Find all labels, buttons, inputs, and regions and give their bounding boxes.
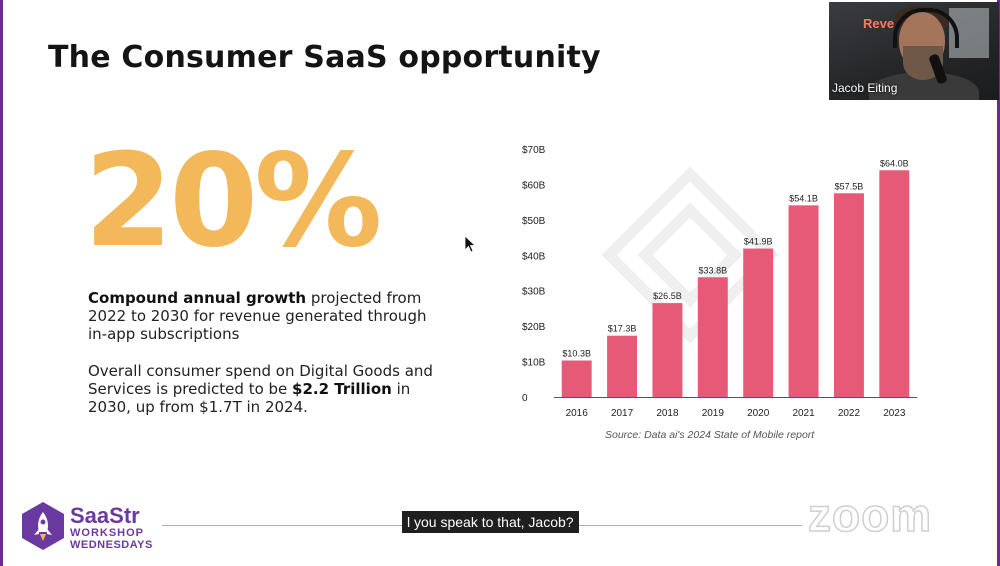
y-tick-label: $30B xyxy=(522,287,546,298)
spend-description-bold: $2.2 Trillion xyxy=(292,380,392,398)
saastr-logo-icon xyxy=(22,502,64,550)
bar-2018 xyxy=(652,303,683,397)
y-tick-label: $70B xyxy=(522,145,546,156)
spend-description: Overall consumer spend on Digital Goods … xyxy=(88,362,438,416)
slide-title: The Consumer SaaS opportunity xyxy=(48,40,601,75)
x-tick-label: 2020 xyxy=(747,408,770,419)
bar-data-label: $26.5B xyxy=(653,291,682,301)
bar-data-label: $41.9B xyxy=(744,237,773,247)
bar-2019 xyxy=(697,277,728,397)
live-caption: l you speak to that, Jacob? xyxy=(402,511,579,533)
bar-2020 xyxy=(743,248,774,397)
growth-description-rest: projected from 2022 to 2030 for revenue … xyxy=(88,289,427,343)
spend-description-start: Overall consumer spend on Digital Goods … xyxy=(88,362,433,398)
x-tick-label: 2023 xyxy=(883,408,906,419)
brand-name: SaaStr xyxy=(70,503,140,528)
brand-wordmark: SaaStr WORKSHOP WEDNESDAYS xyxy=(70,505,153,551)
y-tick-label: $10B xyxy=(522,358,546,369)
growth-description-bold: Compound annual growth xyxy=(88,289,307,307)
bar-data-label: $10.3B xyxy=(562,349,591,359)
neon-sign: Reve xyxy=(863,16,895,31)
bar-2016 xyxy=(561,360,592,397)
bar-2021 xyxy=(788,205,819,397)
big-stat-percentage: 20% xyxy=(84,127,382,276)
y-tick-label: $20B xyxy=(522,322,546,333)
headset-icon xyxy=(893,8,959,48)
brand-line-workshop: WORKSHOP xyxy=(70,527,144,539)
bar-data-label: $57.5B xyxy=(835,181,864,191)
y-tick-label: $60B xyxy=(522,180,546,191)
bar-data-label: $33.8B xyxy=(699,265,728,275)
mouse-cursor-icon xyxy=(464,235,476,253)
zoom-watermark: zoom xyxy=(807,488,933,542)
y-tick-label: $40B xyxy=(522,251,546,262)
x-tick-label: 2022 xyxy=(838,408,861,419)
bar-2022 xyxy=(833,193,864,397)
x-tick-label: 2018 xyxy=(656,408,679,419)
brand-line-wednesdays: WEDNESDAYS xyxy=(70,539,153,551)
meeting-frame-right xyxy=(997,0,1000,566)
y-tick-label: $50B xyxy=(522,216,546,227)
growth-description: Compound annual growth projected from 20… xyxy=(88,289,438,343)
x-tick-label: 2017 xyxy=(611,408,634,419)
spend-description-end: in 2030, up from $1.7T in 2024. xyxy=(88,380,411,416)
x-tick-label: 2019 xyxy=(702,408,725,419)
participant-name: Jacob Eiting xyxy=(832,81,898,95)
chart-source: Source: Data ai's 2024 State of Mobile r… xyxy=(605,429,815,441)
revenue-bar-chart: 0 $10B $20B $30B $40B $50B $60B $70B $10.3B 2016 $… xyxy=(522,145,917,419)
bar-2017 xyxy=(607,335,638,397)
x-tick-label: 2016 xyxy=(566,408,589,419)
meeting-frame-left xyxy=(0,0,3,566)
x-tick-label: 2021 xyxy=(792,408,815,419)
bar-2023 xyxy=(879,170,910,397)
slide-watermark-icon xyxy=(601,166,779,344)
participant-video[interactable]: Reve Jacob Eiting xyxy=(829,2,999,100)
y-tick-label: 0 xyxy=(522,393,528,404)
bar-data-label: $17.3B xyxy=(608,324,637,334)
bar-data-label: $64.0B xyxy=(880,158,909,168)
bar-data-label: $54.1B xyxy=(789,193,818,203)
